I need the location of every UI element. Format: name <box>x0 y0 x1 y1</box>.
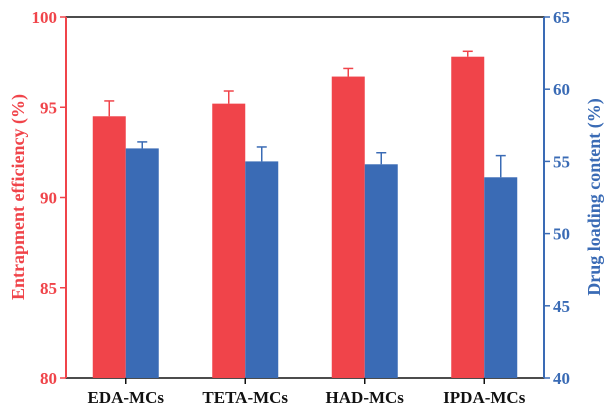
x-tick-label: EDA-MCs <box>88 388 165 407</box>
bar-entrapment-had-mcs <box>331 76 365 378</box>
bar-drug-loading-ipda-mcs <box>484 177 518 378</box>
bar-entrapment-ipda-mcs <box>451 56 485 379</box>
bars-layer <box>92 56 518 379</box>
left-tick-label: 95 <box>40 98 57 117</box>
bar-entrapment-eda-mcs <box>92 116 126 379</box>
left-tick-label: 100 <box>32 8 58 27</box>
x-tick-label: HAD-MCs <box>326 388 405 407</box>
right-tick-label: 45 <box>553 297 570 316</box>
error-bars-layer <box>104 50 506 178</box>
right-tick-label: 40 <box>553 369 570 388</box>
right-axis-label: Drug loading content (%) <box>584 98 605 296</box>
x-tick-label: IPDA-MCs <box>443 388 526 407</box>
right-tick-label: 50 <box>553 225 570 244</box>
right-tick-label: 65 <box>553 8 570 27</box>
right-tick-label: 60 <box>553 80 570 99</box>
bar-entrapment-teta-mcs <box>212 103 246 378</box>
axes-layer: EDA-MCs TETA-MCs HAD-MCs IPDA-MCs 80 85 90 95 10… <box>32 8 571 407</box>
bar-drug-loading-teta-mcs <box>245 161 279 378</box>
x-tick-label: TETA-MCs <box>202 388 288 407</box>
right-tick-label: 55 <box>553 152 570 171</box>
left-tick-label: 85 <box>40 279 57 298</box>
left-tick-label: 80 <box>40 369 57 388</box>
bar-drug-loading-eda-mcs <box>125 148 159 378</box>
bar-drug-loading-had-mcs <box>364 164 398 378</box>
left-tick-label: 90 <box>40 189 57 208</box>
left-axis-label: Entrapment efficiency (%) <box>8 94 29 300</box>
